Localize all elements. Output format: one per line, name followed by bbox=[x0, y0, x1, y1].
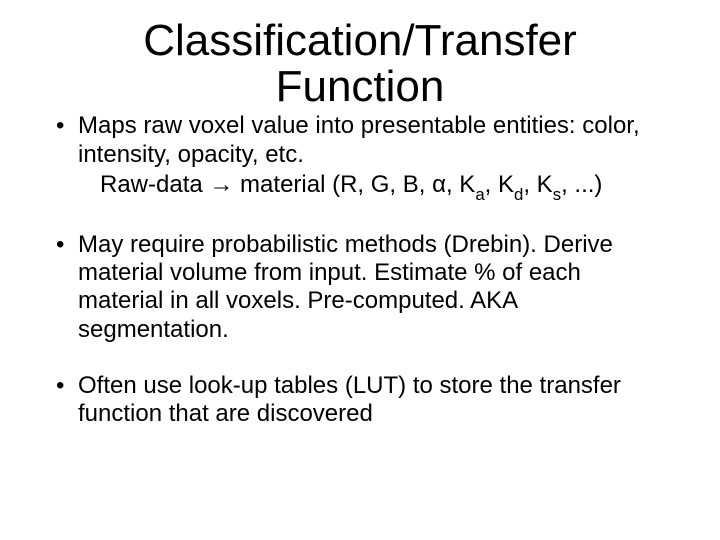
title-line-2: Function bbox=[276, 62, 445, 111]
bullet-1-text: Maps raw voxel value into presentable en… bbox=[78, 112, 640, 167]
slide: Classification/Transfer Function Maps ra… bbox=[0, 0, 720, 540]
bullet-2-text: May require probabilistic methods (Drebi… bbox=[78, 231, 613, 343]
bullet-3: Often use look-up tables (LUT) to store … bbox=[50, 372, 670, 429]
bullet-list: Maps raw voxel value into presentable en… bbox=[50, 112, 670, 428]
b1-c2: , K bbox=[485, 171, 514, 198]
b1-sub-mid: material (R, G, B, bbox=[233, 171, 432, 198]
bullet-1: Maps raw voxel value into presentable en… bbox=[50, 112, 670, 202]
bullet-2: May require probabilistic methods (Drebi… bbox=[50, 231, 670, 344]
b1-c3: , K bbox=[523, 171, 552, 198]
b1-c1: , K bbox=[446, 171, 475, 198]
b1-alpha: α bbox=[432, 171, 446, 198]
b1-sub-prefix: Raw-data bbox=[100, 171, 209, 198]
slide-title: Classification/Transfer Function bbox=[50, 18, 670, 110]
b1-sub-d: d bbox=[514, 185, 523, 204]
title-line-1: Classification/Transfer bbox=[143, 16, 577, 65]
b1-tail: , ...) bbox=[561, 171, 602, 198]
b1-sub-s: s bbox=[553, 185, 561, 204]
b1-sub-a: a bbox=[475, 185, 484, 204]
bullet-3-text: Often use look-up tables (LUT) to store … bbox=[78, 372, 621, 427]
arrow-icon: → bbox=[209, 171, 233, 198]
bullet-1-subline: Raw-data → material (R, G, B, α, Ka, Kd,… bbox=[78, 171, 670, 203]
